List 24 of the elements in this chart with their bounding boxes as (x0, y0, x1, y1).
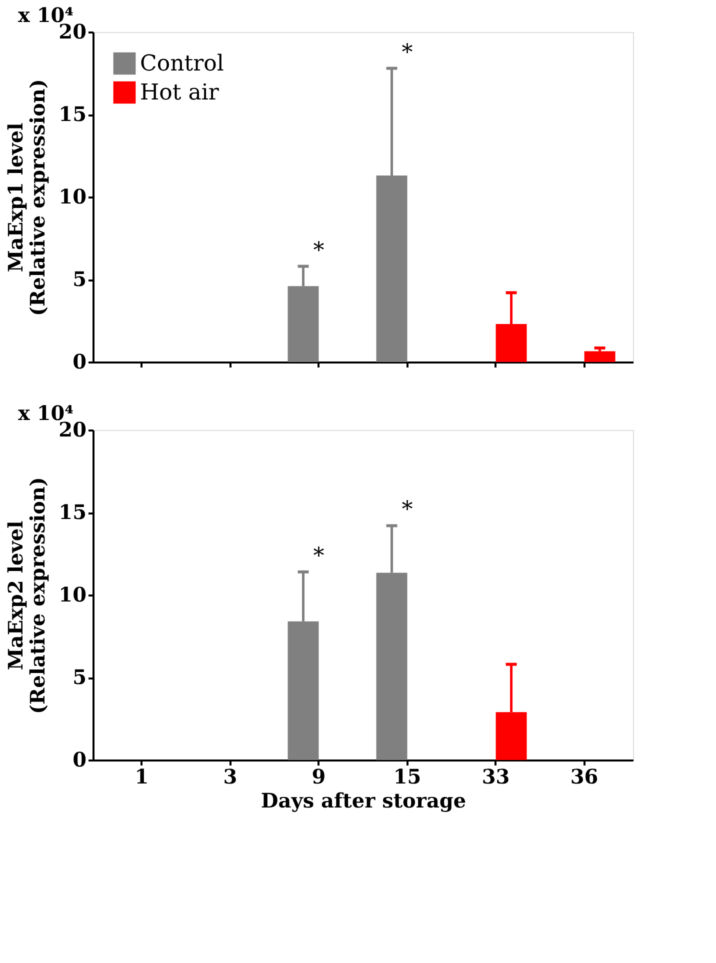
x-tick-label: 36 (570, 764, 598, 788)
bar (584, 351, 616, 362)
x-tick-label: 33 (482, 764, 510, 788)
y-tick-label: 10 (58, 582, 86, 606)
y-tick-label: 0 (72, 748, 86, 772)
annotation: * (313, 238, 324, 264)
annotation: * (313, 544, 324, 569)
x-tick-label: 3 (223, 764, 238, 788)
x-tick-label: 1 (134, 764, 149, 788)
y-tick-label: 15 (58, 102, 86, 126)
y-axis-title: MaExp2 level (Relative expression) (4, 477, 50, 714)
y-axis-title: MaExp1 level (Relative expression) (4, 79, 50, 316)
y-tick-label: 5 (72, 665, 86, 689)
x-axis-title: Days after storage (260, 788, 466, 812)
y-tick-label: 5 (72, 267, 86, 291)
legend-label: Control (140, 52, 224, 76)
annotation: * (402, 40, 413, 66)
y-tick-label: 15 (58, 500, 86, 524)
y-tick-label: 10 (58, 184, 86, 208)
legend-label: Hot air (140, 80, 220, 106)
x-tick-label: 9 (312, 764, 326, 788)
y-tick-label: 0 (72, 350, 86, 374)
annotation: * (402, 498, 413, 523)
x-tick-label: 15 (393, 764, 422, 788)
